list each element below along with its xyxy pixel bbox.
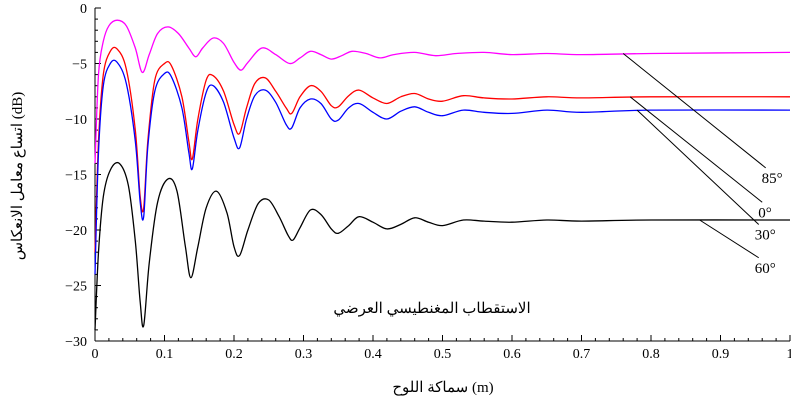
y-tick-label: 0 <box>80 2 87 17</box>
series-label: 30° <box>755 227 776 243</box>
x-tick-label: 0.1 <box>156 347 174 362</box>
x-tick-label: 0.2 <box>225 347 243 362</box>
series-label: 60° <box>755 261 776 277</box>
y-tick-label: −20 <box>65 224 87 239</box>
series-line <box>94 46 791 253</box>
series-leader-line <box>629 96 763 203</box>
y-tick-label: −25 <box>65 280 87 295</box>
series-label: 85° <box>762 171 783 187</box>
tick-marks: 0 0.1 0.2 0.3 0.4 0.5 0.6 0.7 0.8 0.9 1 0 −5 −10 −15 −2… <box>65 2 791 362</box>
polarization-annotation: الاستقطاب المغنطيسي العرضي <box>333 301 530 317</box>
series-labels: 85° 0° 30° 60° <box>622 53 783 277</box>
series-line <box>94 59 791 275</box>
series-leader-line <box>699 219 759 259</box>
x-tick-label: 1 <box>787 347 791 362</box>
series-label: 0° <box>758 205 772 221</box>
x-tick-label: 0.8 <box>642 347 660 362</box>
x-tick-label: 0 <box>92 347 99 362</box>
y-tick-label: −5 <box>72 58 87 73</box>
y-tick-label: −10 <box>65 113 87 128</box>
x-tick-label: 0.7 <box>573 347 591 362</box>
x-tick-label: 0.3 <box>295 347 313 362</box>
x-tick-label: 0.4 <box>364 347 382 362</box>
series-lines <box>94 19 791 330</box>
axes <box>94 8 790 342</box>
y-tick-label: −15 <box>65 169 87 184</box>
y-tick-label: −30 <box>65 335 87 350</box>
series-line <box>94 161 791 330</box>
series-leader-line <box>636 109 760 225</box>
series-leader-line <box>622 53 766 169</box>
x-tick-label: 0.6 <box>503 347 521 362</box>
y-axis-label: اتساع معامل الانعكاس (dB) <box>10 92 26 261</box>
series-line <box>94 19 791 164</box>
x-tick-label: 0.5 <box>434 347 452 362</box>
x-axis-label: سماكة اللوح (m) <box>392 380 493 396</box>
x-tick-label: 0.9 <box>712 347 730 362</box>
